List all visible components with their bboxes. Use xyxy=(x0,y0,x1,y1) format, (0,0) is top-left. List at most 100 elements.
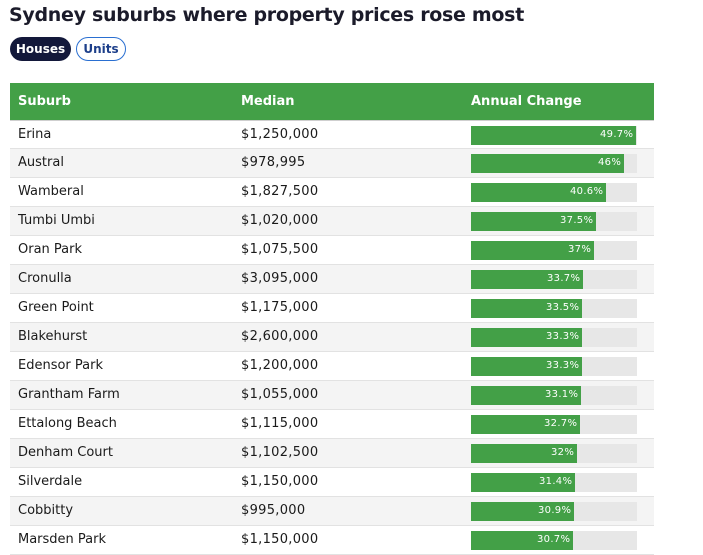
table-row: Denham Court $1,102,500 32% xyxy=(10,439,654,468)
change-label: 33.3% xyxy=(546,331,580,342)
change-bar-track: 30.7% xyxy=(471,531,637,550)
change-label: 40.6% xyxy=(570,186,604,197)
table-row: Cobbitty $995,000 30.9% xyxy=(10,497,654,526)
median-cell: $1,250,000 xyxy=(241,127,319,142)
table-row: Edensor Park $1,200,000 33.3% xyxy=(10,352,654,381)
change-bar-track: 33.3% xyxy=(471,357,637,376)
suburb-cell: Ettalong Beach xyxy=(18,416,117,431)
table-row: Cronulla $3,095,000 33.7% xyxy=(10,265,654,294)
table-header: Suburb Median Annual Change xyxy=(10,83,654,120)
change-bar-track: 37.5% xyxy=(471,212,637,231)
change-label: 30.9% xyxy=(538,505,572,516)
change-bar xyxy=(471,183,606,202)
change-bar-track: 46% xyxy=(471,154,637,173)
median-cell: $3,095,000 xyxy=(241,271,319,286)
table-row: Wamberal $1,827,500 40.6% xyxy=(10,178,654,207)
change-label: 49.7% xyxy=(600,129,634,140)
change-label: 31.4% xyxy=(539,476,573,487)
median-cell: $1,075,500 xyxy=(241,242,319,257)
change-bar-track: 31.4% xyxy=(471,473,637,492)
change-bar xyxy=(471,502,574,521)
suburb-cell: Wamberal xyxy=(18,184,84,199)
suburb-cell: Edensor Park xyxy=(18,358,104,373)
median-cell: $1,827,500 xyxy=(241,184,319,199)
change-label: 33.1% xyxy=(545,389,579,400)
change-bar xyxy=(471,386,581,405)
suburb-cell: Tumbi Umbi xyxy=(18,213,95,228)
change-bar xyxy=(471,299,582,318)
tab-units[interactable]: Units xyxy=(76,37,126,61)
change-bar xyxy=(471,415,580,434)
table-row: Green Point $1,175,000 33.5% xyxy=(10,294,654,323)
table-row: Silverdale $1,150,000 31.4% xyxy=(10,468,654,497)
change-bar-track: 33.5% xyxy=(471,299,637,318)
table-row: Oran Park $1,075,500 37% xyxy=(10,236,654,265)
table-row: Marsden Park $1,150,000 30.7% xyxy=(10,526,654,555)
suburb-cell: Austral xyxy=(18,155,64,170)
suburb-cell: Cronulla xyxy=(18,271,72,286)
suburb-cell: Green Point xyxy=(18,300,94,315)
median-cell: $978,995 xyxy=(241,155,306,170)
median-cell: $1,055,000 xyxy=(241,387,319,402)
table-row: Tumbi Umbi $1,020,000 37.5% xyxy=(10,207,654,236)
median-cell: $995,000 xyxy=(241,503,306,518)
change-bar-track: 40.6% xyxy=(471,183,637,202)
suburb-cell: Oran Park xyxy=(18,242,83,257)
median-cell: $2,600,000 xyxy=(241,329,319,344)
change-bar xyxy=(471,328,582,347)
median-cell: $1,115,000 xyxy=(241,416,319,431)
change-bar-track: 32.7% xyxy=(471,415,637,434)
column-header-suburb: Suburb xyxy=(18,94,71,109)
change-label: 37.5% xyxy=(560,215,594,226)
change-bar-track: 37% xyxy=(471,241,637,260)
suburb-cell: Erina xyxy=(18,127,52,142)
table-row: Erina $1,250,000 49.7% xyxy=(10,120,654,149)
suburb-cell: Silverdale xyxy=(18,474,83,489)
tab-group: Houses Units xyxy=(10,37,126,61)
change-bar-track: 33.3% xyxy=(471,328,637,347)
table-row: Austral $978,995 46% xyxy=(10,149,654,178)
change-bar xyxy=(471,126,636,145)
median-cell: $1,150,000 xyxy=(241,532,319,547)
suburb-cell: Marsden Park xyxy=(18,532,107,547)
change-bar xyxy=(471,270,583,289)
change-label: 33.3% xyxy=(546,360,580,371)
table-row: Ettalong Beach $1,115,000 32.7% xyxy=(10,410,654,439)
change-bar xyxy=(471,154,624,173)
table-row: Grantham Farm $1,055,000 33.1% xyxy=(10,381,654,410)
median-cell: $1,150,000 xyxy=(241,474,319,489)
change-label: 30.7% xyxy=(537,534,571,545)
change-bar xyxy=(471,531,573,550)
data-table: Suburb Median Annual Change Erina $1,250,… xyxy=(10,83,654,555)
suburb-cell: Denham Court xyxy=(18,445,113,460)
column-header-median: Median xyxy=(241,94,295,109)
median-cell: $1,020,000 xyxy=(241,213,319,228)
change-bar xyxy=(471,357,582,376)
suburb-cell: Blakehurst xyxy=(18,329,88,344)
change-bar-track: 32% xyxy=(471,444,637,463)
change-bar xyxy=(471,444,577,463)
median-cell: $1,102,500 xyxy=(241,445,319,460)
suburb-cell: Cobbitty xyxy=(18,503,74,518)
change-bar xyxy=(471,241,594,260)
change-bar-track: 33.7% xyxy=(471,270,637,289)
suburb-cell: Grantham Farm xyxy=(18,387,120,402)
change-label: 33.7% xyxy=(547,273,581,284)
change-bar-track: 33.1% xyxy=(471,386,637,405)
column-header-annual-change: Annual Change xyxy=(471,94,582,109)
tab-houses[interactable]: Houses xyxy=(10,37,71,61)
change-label: 32.7% xyxy=(544,418,578,429)
change-bar-track: 49.7% xyxy=(471,126,637,145)
chart-title: Sydney suburbs where property prices ros… xyxy=(9,4,524,26)
change-label: 46% xyxy=(598,157,622,168)
median-cell: $1,200,000 xyxy=(241,358,319,373)
change-bar-track: 30.9% xyxy=(471,502,637,521)
table-body: Erina $1,250,000 49.7% Austral $978,995 46% Wa… xyxy=(10,120,654,555)
median-cell: $1,175,000 xyxy=(241,300,319,315)
change-bar xyxy=(471,212,596,231)
change-label: 37% xyxy=(568,244,592,255)
table-row: Blakehurst $2,600,000 33.3% xyxy=(10,323,654,352)
change-label: 33.5% xyxy=(546,302,580,313)
change-label: 32% xyxy=(551,447,575,458)
change-bar xyxy=(471,473,575,492)
